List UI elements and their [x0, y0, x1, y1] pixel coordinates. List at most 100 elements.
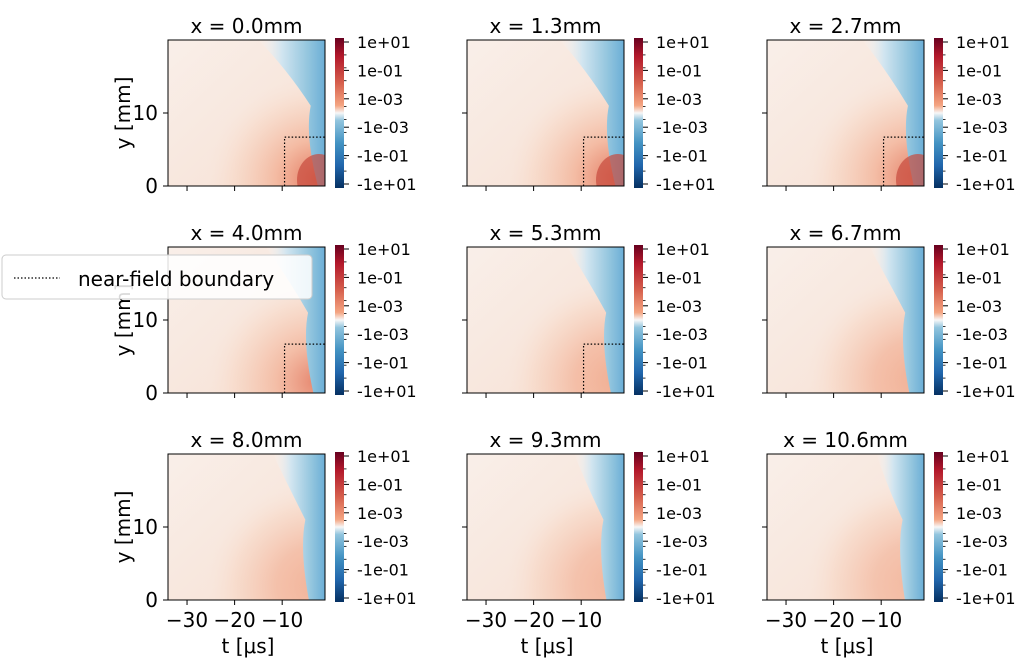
colorbar-tick-label: -1e-03	[956, 118, 1008, 137]
heatmap-image	[767, 247, 924, 393]
panel-2	[462, 38, 648, 191]
colorbar-tick-label: -1e+01	[357, 589, 417, 608]
colorbar-tick-label: 1e+01	[956, 447, 1010, 466]
colorbar	[634, 245, 648, 395]
colorbar-tick-label: -1e+01	[656, 175, 716, 194]
y-tick-label: 0	[145, 381, 158, 405]
colorbar-tick-label: 1e+01	[357, 447, 411, 466]
heatmap-image	[467, 454, 624, 600]
x-axis-label: t [μs]	[222, 634, 275, 658]
colorbar	[934, 452, 948, 602]
colorbar-tick-label: 1e-01	[357, 475, 403, 494]
colorbar-tick-label: 1e-03	[956, 504, 1002, 523]
colorbar-tick-label: 1e-03	[956, 297, 1002, 316]
colorbar-tick-label: 1e+01	[656, 447, 710, 466]
colorbar-tick-label: -1e-01	[656, 561, 708, 580]
colorbar-tick-label: 1e+01	[956, 33, 1010, 52]
colorbar-tick-label: 1e-01	[956, 61, 1002, 80]
heatmap-image	[767, 454, 924, 600]
heatmap-image	[467, 40, 624, 186]
x-axis-label: t [μs]	[521, 634, 574, 658]
colorbar-tick-label: 1e-03	[956, 90, 1002, 109]
y-tick-label: 10	[133, 515, 158, 539]
colorbar-tick-label: -1e-01	[357, 147, 409, 166]
colorbar-tick-label: 1e-01	[656, 475, 702, 494]
x-tick-label: −10	[560, 608, 602, 632]
x-tick-label: −30	[765, 608, 807, 632]
panel-8	[462, 452, 648, 605]
colorbar-tick-label: 1e-01	[656, 61, 702, 80]
colorbar-tick-label: 1e+01	[357, 33, 411, 52]
heatmap-image	[467, 247, 624, 393]
colorbar-tick-label: 1e-03	[656, 297, 702, 316]
colorbar-gradient	[335, 38, 344, 188]
colorbar-tick-label: -1e-01	[956, 561, 1008, 580]
legend: near-field boundary	[1, 254, 313, 300]
y-tick-label: 0	[145, 588, 158, 612]
colorbar-gradient	[934, 452, 943, 602]
colorbar-tick-label: 1e-01	[656, 268, 702, 287]
colorbar-tick-label: -1e-01	[357, 354, 409, 373]
colorbar-tick-label: 1e-01	[956, 475, 1002, 494]
colorbar-gradient	[335, 245, 344, 395]
colorbar-tick-label: 1e-01	[357, 268, 403, 287]
panel-title: x = 4.0mm	[190, 221, 302, 245]
x-tick-label: −20	[812, 608, 854, 632]
colorbar-tick-label: 1e+01	[357, 240, 411, 259]
colorbar-tick-label: -1e+01	[656, 589, 716, 608]
colorbar-gradient	[634, 38, 643, 188]
colorbar	[634, 452, 648, 602]
x-axis-label: t [μs]	[821, 634, 874, 658]
panel-9	[762, 452, 948, 605]
y-axis-label: y [mm]	[111, 491, 135, 564]
colorbar-tick-label: -1e-03	[656, 532, 708, 551]
y-tick-label: 10	[133, 101, 158, 125]
y-tick-label: 10	[133, 308, 158, 332]
colorbar-tick-label: 1e-01	[956, 268, 1002, 287]
x-tick-label: −10	[261, 608, 303, 632]
colorbar-tick-label: 1e-03	[656, 90, 702, 109]
colorbar-tick-label: 1e-01	[357, 61, 403, 80]
colorbar-tick-label: 1e+01	[656, 33, 710, 52]
y-tick-label: 0	[145, 174, 158, 198]
colorbar-tick-label: 1e-03	[357, 297, 403, 316]
colorbar-tick-label: -1e-01	[956, 354, 1008, 373]
colorbar-tick-label: -1e-03	[357, 325, 409, 344]
legend-entry-label: near-field boundary	[78, 267, 274, 291]
colorbar-tick-label: -1e-01	[956, 147, 1008, 166]
panel-5	[462, 245, 648, 398]
panel-7	[163, 452, 349, 605]
colorbar-tick-label: 1e-03	[656, 504, 702, 523]
x-tick-label: −30	[465, 608, 507, 632]
panel-title: x = 9.3mm	[489, 428, 601, 452]
colorbar-tick-label: -1e+01	[357, 382, 417, 401]
colorbar-tick-label: -1e-01	[357, 561, 409, 580]
panel-title: x = 0.0mm	[190, 14, 302, 38]
panel-6	[762, 245, 948, 398]
heatmap-image	[168, 40, 325, 186]
colorbar-tick-label: -1e-03	[956, 532, 1008, 551]
colorbar-gradient	[634, 452, 643, 602]
colorbar-tick-label: -1e+01	[956, 382, 1016, 401]
colorbar	[934, 38, 948, 188]
colorbar	[335, 452, 349, 602]
panel-1	[163, 38, 349, 191]
colorbar-gradient	[335, 452, 344, 602]
panel-title: x = 10.6mm	[783, 428, 908, 452]
colorbar-tick-label: 1e+01	[656, 240, 710, 259]
colorbar-tick-label: -1e+01	[357, 175, 417, 194]
panel-title: x = 2.7mm	[789, 14, 901, 38]
colorbar	[634, 38, 648, 188]
colorbar-tick-label: -1e+01	[656, 382, 716, 401]
x-tick-label: −20	[512, 608, 554, 632]
colorbar	[934, 245, 948, 395]
colorbar-gradient	[634, 245, 643, 395]
colorbar-tick-label: 1e-03	[357, 504, 403, 523]
colorbar	[335, 38, 349, 188]
colorbar-tick-label: -1e-03	[357, 532, 409, 551]
colorbar-tick-label: -1e-01	[656, 147, 708, 166]
x-tick-label: −20	[213, 608, 255, 632]
legend-box	[1, 254, 313, 300]
